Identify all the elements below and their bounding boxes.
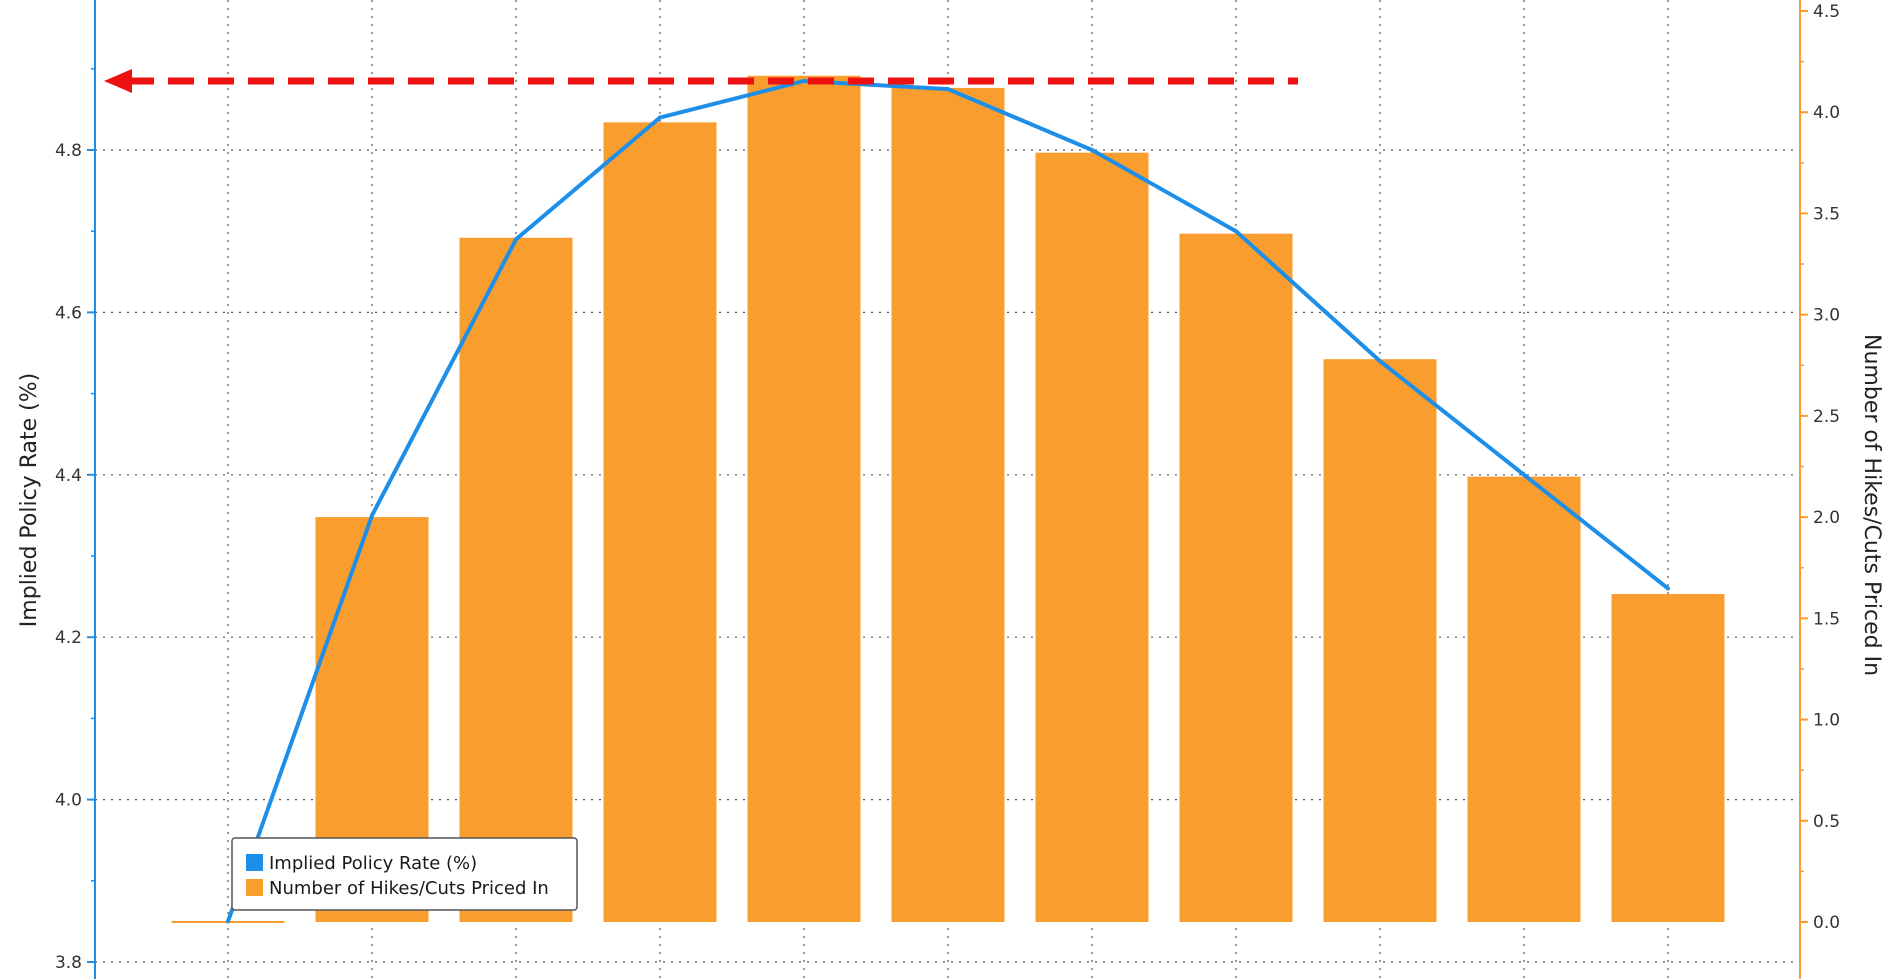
legend-box — [231, 837, 578, 911]
right-tick-label: 4.0 — [1813, 103, 1840, 123]
left-tick-label: 4.4 — [55, 466, 82, 486]
left-axis-title: Implied Policy Rate (%) — [17, 373, 42, 627]
right-tick-label: 1.0 — [1813, 711, 1840, 731]
line-point — [1090, 148, 1094, 152]
left-y-axis: 3.8 4.0 4.2 4.4 4.6 4.8 — [55, 0, 96, 979]
annotation-layer — [104, 68, 1298, 93]
bar — [891, 87, 1005, 922]
bar — [603, 122, 717, 923]
line-point — [1522, 472, 1526, 477]
bar — [459, 237, 573, 922]
legend-label-policy-rate: Implied Policy Rate (%) — [269, 853, 477, 874]
left-tick-label: 4.6 — [55, 303, 82, 323]
line-point — [1666, 586, 1670, 591]
right-axis-title: Number of Hikes/Cuts Priced In — [1859, 334, 1884, 676]
left-tick-label: 4.2 — [55, 628, 82, 648]
right-tick-label: 0.0 — [1813, 913, 1840, 933]
bar — [1611, 594, 1725, 922]
left-tick-label: 4.0 — [55, 791, 82, 811]
legend: Implied Policy Rate (%) Number of Hikes/… — [231, 837, 578, 911]
bar — [1467, 476, 1581, 922]
right-tick-label: 4.5 — [1813, 2, 1840, 22]
right-tick-label: 3.5 — [1813, 204, 1840, 224]
line-point — [1378, 359, 1382, 364]
bar — [1179, 233, 1293, 922]
line-point — [946, 87, 950, 92]
legend-label-hikes-cuts: Number of Hikes/Cuts Priced In — [269, 878, 549, 899]
red-arrow-head — [104, 68, 132, 93]
right-tick-label: 2.0 — [1813, 508, 1840, 528]
legend-swatch-policy-rate — [246, 854, 263, 871]
left-tick-label: 3.8 — [55, 953, 82, 973]
line-point — [226, 919, 230, 924]
line-point — [370, 513, 374, 518]
line-point — [1234, 229, 1238, 234]
right-tick-label: 2.5 — [1813, 407, 1840, 427]
legend-swatch-hikes-cuts — [246, 879, 263, 896]
line-point — [802, 78, 806, 83]
bar-series — [171, 75, 1725, 923]
line-point — [514, 237, 518, 242]
bar — [747, 75, 861, 922]
bar — [1323, 359, 1437, 922]
bar — [1035, 152, 1149, 922]
right-y-axis: 0.0 0.5 1.0 1.5 2.0 2.5 3.0 3.5 4.0 4.5 — [1799, 0, 1840, 979]
line-point — [658, 115, 662, 120]
right-tick-label: 0.5 — [1813, 812, 1840, 832]
right-tick-label: 1.5 — [1813, 609, 1840, 629]
right-tick-label: 3.0 — [1813, 306, 1840, 326]
left-tick-label: 4.8 — [55, 141, 82, 161]
line-series — [226, 78, 1670, 924]
